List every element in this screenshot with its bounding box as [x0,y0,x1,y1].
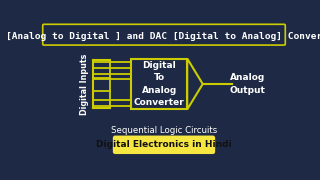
Text: ADC [Analog to Digital ] and DAC [Digital to Analog] Converters: ADC [Analog to Digital ] and DAC [Digita… [0,32,320,41]
Text: Digital
To
Analog
Converter: Digital To Analog Converter [134,61,185,107]
FancyBboxPatch shape [113,136,215,154]
Bar [132,58,187,109]
Polygon shape [187,58,203,109]
Text: Digital Electronics in Hindi: Digital Electronics in Hindi [96,140,232,149]
Text: Analog
Output: Analog Output [230,73,266,95]
Bar [93,78,110,91]
Text: Sequential Logic Circuits: Sequential Logic Circuits [111,126,217,135]
Text: Digital Inputs: Digital Inputs [80,54,90,115]
FancyBboxPatch shape [43,24,285,45]
